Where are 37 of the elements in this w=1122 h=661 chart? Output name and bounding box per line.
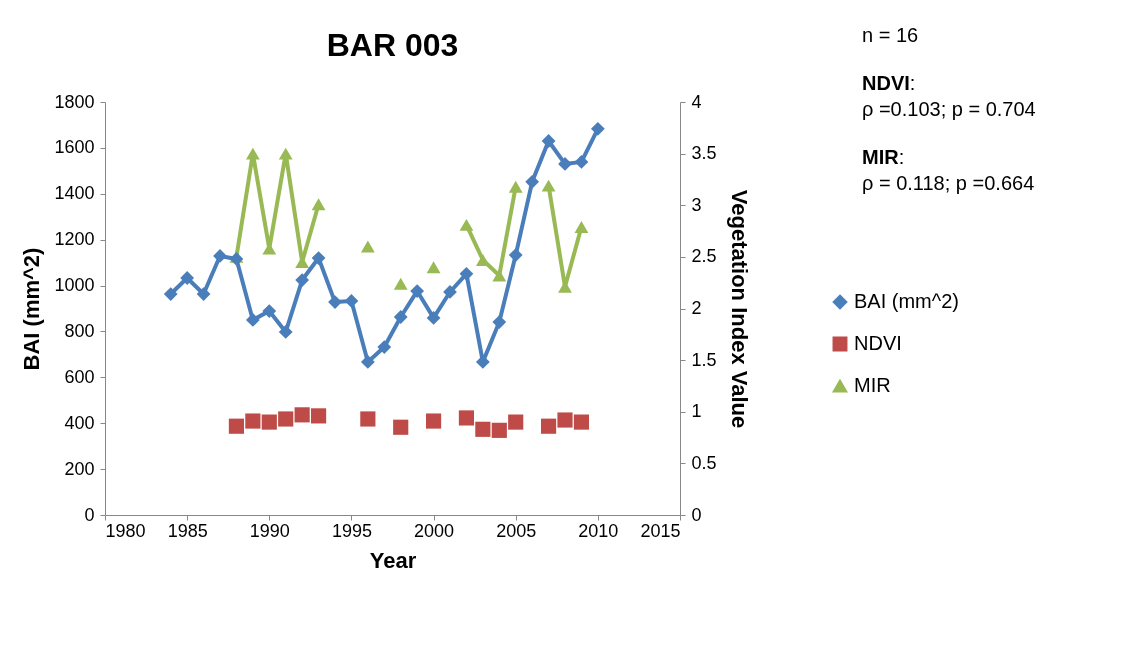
text: NDVI: ρ =0.103; p = 0.704: [862, 71, 1036, 122]
x-tick-label: 1985: [167, 520, 208, 541]
y-tick-label: 1200: [54, 229, 95, 250]
text: n = 16: [862, 23, 920, 48]
y2-tick-label: 2.5: [691, 246, 717, 267]
y2-tick-label: 0: [691, 504, 702, 525]
x-tick-label: 1990: [249, 520, 290, 541]
x-tick-label: 2015: [640, 520, 681, 541]
y-tick-label: 1800: [54, 91, 95, 112]
x-tick-label: 2000: [414, 520, 455, 541]
y2-tick-label: 1.5: [691, 349, 717, 370]
x-tick-label: 2005: [496, 520, 537, 541]
y2-tick-label: 4: [691, 91, 702, 112]
y-tick-label: 200: [64, 458, 95, 479]
y-tick-label: 0: [84, 504, 95, 525]
y-tick-label: 1400: [54, 183, 95, 204]
y-tick-label: 1000: [54, 275, 95, 296]
y2-tick-label: 2: [691, 298, 702, 318]
y2-tick-label: 1: [691, 401, 702, 422]
y-tick-label: 1600: [54, 137, 95, 158]
y2-tick-label: 3.5: [691, 143, 717, 164]
legend-label: MIR: [854, 374, 891, 396]
y2-tick-label: 0.5: [691, 452, 717, 473]
y-tick-label: 400: [64, 412, 95, 433]
y2-axis-title: Vegetation Index Value: [726, 189, 752, 429]
x-axis-title: Year: [369, 547, 417, 573]
x-tick-label: 2010: [578, 520, 619, 541]
chart-title: BAR 003: [326, 27, 459, 63]
y-tick-label: 800: [64, 320, 95, 341]
text: MIR: ρ = 0.118; p =0.664: [862, 145, 1036, 196]
y2-tick-label: 3: [691, 194, 702, 215]
y-tick-label: 600: [64, 366, 95, 387]
y-axis-title: BAI (mm^2): [19, 247, 45, 371]
x-tick-label: 1995: [331, 520, 372, 541]
x-tick-label: 1980: [105, 520, 146, 541]
legend-label: BAI (mm^2): [854, 290, 959, 312]
legend-label: NDVI: [854, 332, 902, 354]
